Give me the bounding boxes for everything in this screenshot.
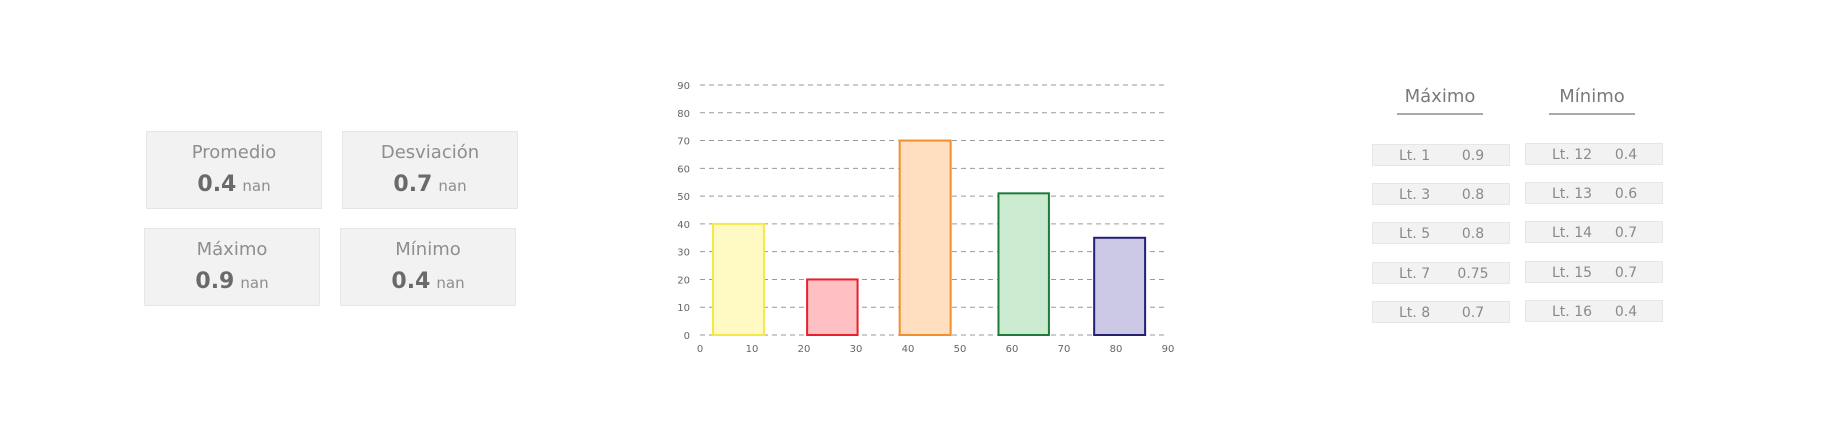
lot-value: 0.8 [1461,226,1485,242]
lot-label: Lt. 16 [1552,304,1593,320]
lot-value: 0.75 [1457,266,1489,282]
list-item: Lt. 16 0.4 [1525,300,1663,322]
bar-chart: 0 10 20 30 40 50 60 70 80 90 0 10 20 30 40 50 60 70 80 90 [677,81,1175,355]
list-item: Lt. 13 0.6 [1525,182,1663,204]
y-tick-label: 20 [677,275,690,286]
stat-value: 0.7 [393,172,433,197]
y-tick-label: 40 [677,220,690,231]
stat-value-row: 0.7 nan [343,172,517,197]
x-tick-label: 40 [902,344,915,355]
minimos-header: Mínimo [1549,86,1635,115]
lot-value: 0.9 [1461,148,1485,164]
stat-card-maximo: Máximo 0.9 nan [144,228,320,306]
y-tick-label: 80 [677,109,690,120]
stat-card-desviacion: Desviación 0.7 nan [342,131,518,209]
stat-card-minimo: Mínimo 0.4 nan [340,228,516,306]
stat-unit: nan [240,274,269,292]
lot-value: 0.7 [1614,225,1638,241]
x-tick-label: 60 [1006,344,1019,355]
lot-value: 0.7 [1461,305,1485,321]
stat-label: Desviación [380,142,480,163]
bar-1 [712,222,765,336]
lot-value: 0.4 [1614,304,1638,320]
lot-value: 0.6 [1614,186,1638,202]
x-tick-label: 10 [746,344,759,355]
y-tick-label: 0 [684,331,690,342]
x-tick-label: 70 [1058,344,1071,355]
x-tick-label: 90 [1162,344,1175,355]
y-tick-label: 10 [677,303,690,314]
bar-4 [997,192,1050,337]
bar-3 [898,139,952,336]
stat-card-promedio: Promedio 0.4 nan [146,131,322,209]
lot-label: Lt. 5 [1399,226,1431,242]
list-item: Lt. 1 0.9 [1372,144,1510,166]
lot-label: Lt. 13 [1552,186,1593,202]
list-item: Lt. 14 0.7 [1525,221,1663,243]
list-item: Lt. 15 0.7 [1525,261,1663,283]
stat-value-row: 0.4 nan [147,172,321,197]
list-item: Lt. 3 0.8 [1372,183,1510,205]
bar-2 [806,278,859,336]
x-tick-label: 20 [798,344,811,355]
lot-value: 0.8 [1461,187,1485,203]
stat-unit: nan [438,177,467,195]
y-tick-label: 30 [677,248,690,259]
stat-value-row: 0.4 nan [341,269,515,294]
stat-value: 0.9 [195,269,235,294]
x-tick-label: 80 [1110,344,1123,355]
stat-label: Promedio [191,142,277,163]
list-item: Lt. 7 0.75 [1372,262,1510,284]
stat-label: Mínimo [395,239,461,260]
x-tick-label: 0 [697,344,703,355]
x-tick-label: 30 [850,344,863,355]
list-item: Lt. 8 0.7 [1372,301,1510,323]
list-item: Lt. 12 0.4 [1525,143,1663,165]
lot-label: Lt. 12 [1552,147,1593,163]
x-tick-label: 50 [954,344,967,355]
y-tick-label: 60 [677,164,690,175]
lot-label: Lt. 8 [1399,305,1431,321]
y-tick-label: 70 [677,137,690,148]
lot-label: Lt. 1 [1399,148,1431,164]
lot-label: Lt. 3 [1399,187,1431,203]
lot-value: 0.7 [1614,265,1638,281]
y-tick-label: 50 [677,192,690,203]
y-tick-label: 90 [677,81,690,92]
stat-value-row: 0.9 nan [145,269,319,294]
stat-unit: nan [436,274,465,292]
stat-unit: nan [242,177,271,195]
stat-label: Máximo [196,239,268,260]
list-item: Lt. 5 0.8 [1372,222,1510,244]
lot-value: 0.4 [1614,147,1638,163]
lot-label: Lt. 7 [1399,266,1431,282]
lot-label: Lt. 15 [1552,265,1593,281]
bar-5 [1093,236,1147,336]
lot-label: Lt. 14 [1552,225,1593,241]
stat-value: 0.4 [391,269,431,294]
stat-value: 0.4 [197,172,237,197]
maximos-header: Máximo [1397,86,1483,115]
